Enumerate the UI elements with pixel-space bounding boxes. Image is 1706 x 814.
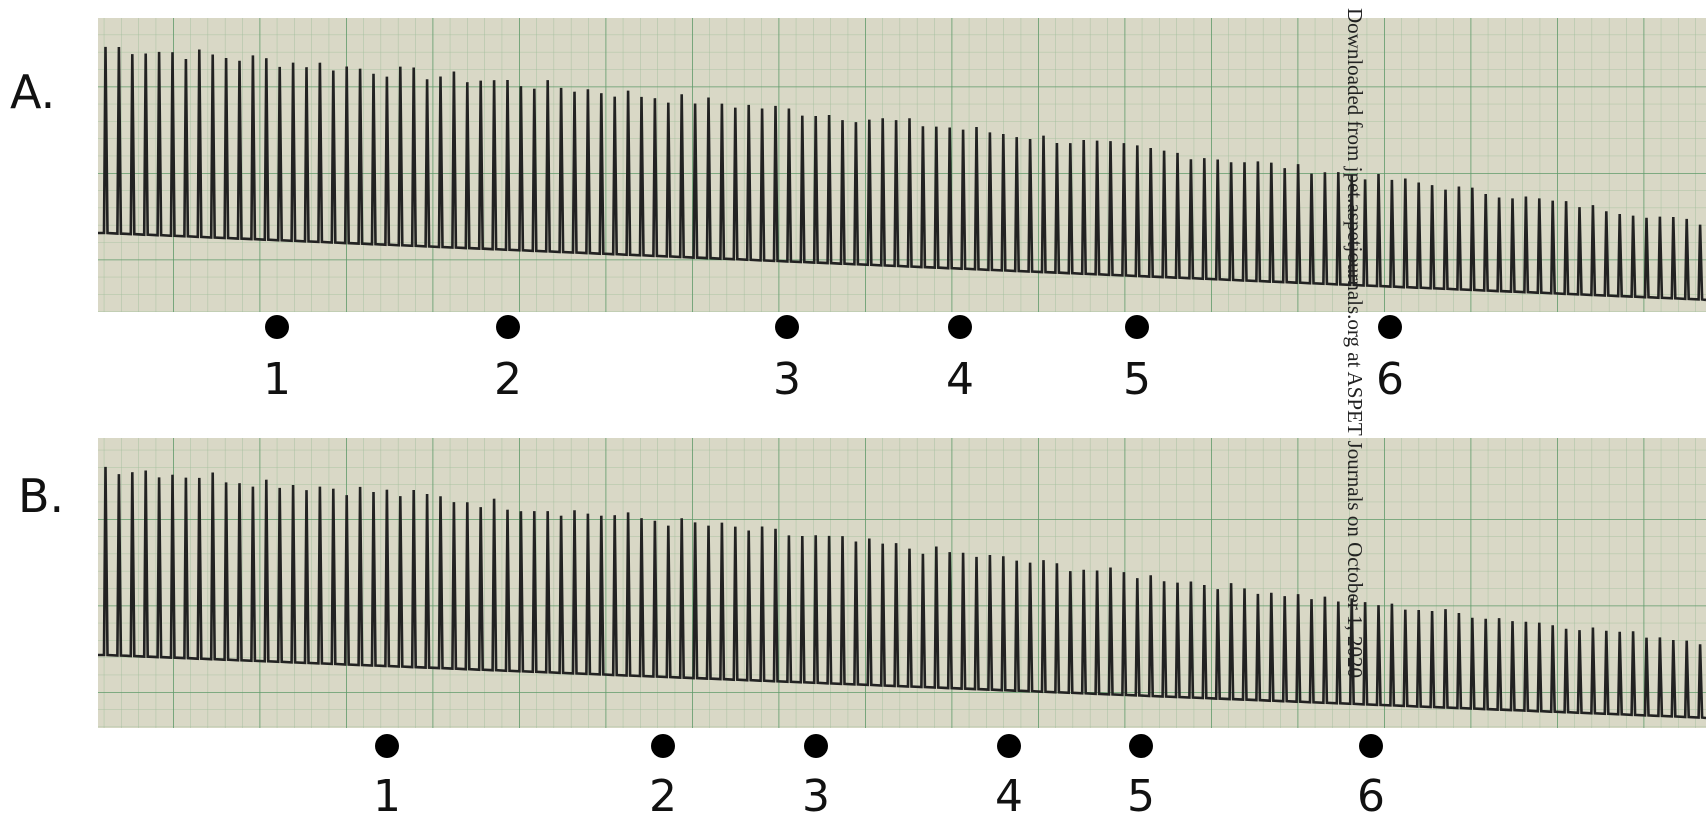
- marker-label: 4: [995, 771, 1023, 814]
- marker-label: 1: [263, 354, 291, 405]
- marker-dot: [1359, 734, 1383, 758]
- grid: [98, 18, 1706, 312]
- marker-dot: [265, 315, 289, 339]
- marker-label: 2: [649, 771, 677, 814]
- marker-label: 3: [802, 771, 830, 814]
- marker-dot: [1125, 315, 1149, 339]
- grid: [98, 438, 1706, 728]
- marker-label: 6: [1357, 771, 1385, 814]
- trace: [98, 46, 1706, 302]
- marker-dot: [651, 734, 675, 758]
- marker-dot: [375, 734, 399, 758]
- panel-label: B.: [18, 469, 64, 523]
- panel-b: B.: [18, 438, 1706, 728]
- marker-dot: [997, 734, 1021, 758]
- marker-dot: [1378, 315, 1402, 339]
- marker-label: 4: [946, 354, 974, 405]
- trace: [98, 466, 1706, 720]
- panel-a: A.: [10, 18, 1706, 312]
- marker-dot: [775, 315, 799, 339]
- marker-label: 5: [1123, 354, 1151, 405]
- marker-label: 2: [494, 354, 522, 405]
- marker-label: 5: [1127, 771, 1155, 814]
- marker-dot: [804, 734, 828, 758]
- panel-label: A.: [10, 65, 55, 119]
- marker-dot: [948, 315, 972, 339]
- marker-label: 6: [1376, 354, 1404, 405]
- marker-label: 3: [773, 354, 801, 405]
- watermark: Downloaded from jpet.aspetjournals.org a…: [1343, 8, 1367, 678]
- marker-dot: [496, 315, 520, 339]
- marker-label: 1: [373, 771, 401, 814]
- markers: 1 2 3 4 5 6 1 2 3 4 5 6: [263, 315, 1404, 814]
- marker-dot: [1129, 734, 1153, 758]
